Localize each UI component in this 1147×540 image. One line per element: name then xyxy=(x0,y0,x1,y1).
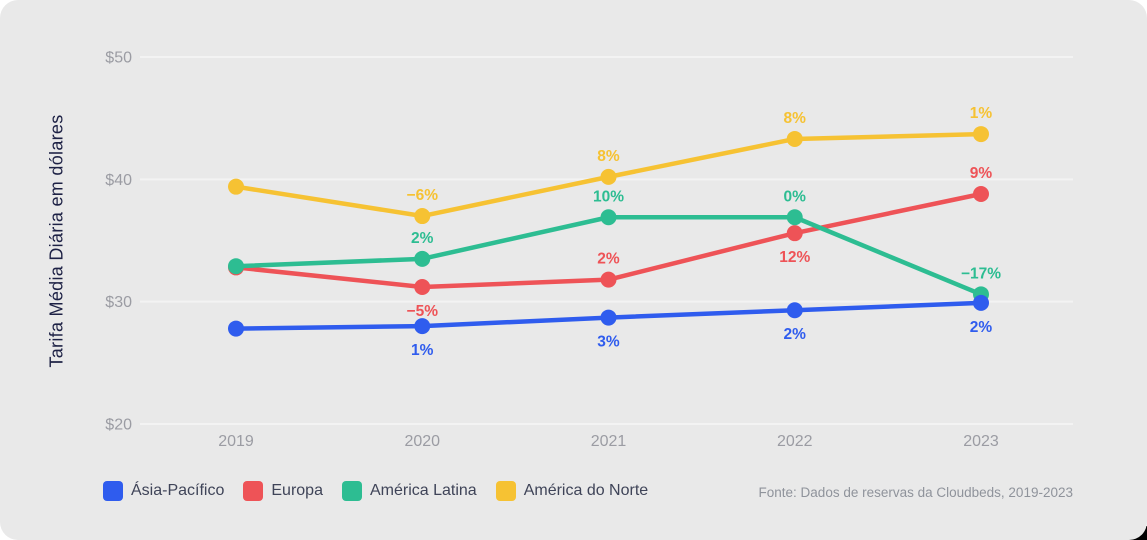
data-label: 2% xyxy=(970,319,993,336)
data-label: 1% xyxy=(411,342,434,359)
data-point xyxy=(414,278,431,295)
data-label: 9% xyxy=(970,165,993,182)
legend-label: América Latina xyxy=(369,482,477,499)
data-point xyxy=(600,271,617,288)
data-point xyxy=(973,294,989,311)
y-tick-label: $30 xyxy=(105,294,132,311)
data-point xyxy=(973,126,989,143)
data-label: 2% xyxy=(411,230,434,247)
data-point xyxy=(786,130,803,147)
legend-item: Ásia-Pacífico xyxy=(103,481,224,501)
legend-label: Ásia-Pacífico xyxy=(131,482,225,499)
data-label: 1% xyxy=(970,105,993,122)
data-point xyxy=(228,178,244,195)
legend-swatch xyxy=(243,481,264,501)
data-point xyxy=(600,168,617,185)
data-label: 8% xyxy=(597,148,620,165)
data-point xyxy=(600,309,617,326)
x-tick-label: 2020 xyxy=(404,433,440,450)
data-point xyxy=(786,209,803,226)
legend-item: Europa xyxy=(243,481,323,501)
y-axis-title: Tarifa Média Diária em dólares xyxy=(46,114,67,368)
data-label: −5% xyxy=(407,303,439,320)
x-tick-label: 2021 xyxy=(591,433,627,450)
legend-item: América Latina xyxy=(341,481,477,501)
data-point xyxy=(786,225,803,242)
data-label: 12% xyxy=(779,249,810,266)
legend-label: América do Norte xyxy=(523,482,649,499)
legend-swatch xyxy=(495,481,516,501)
data-label: 3% xyxy=(597,334,620,351)
data-label: −17% xyxy=(961,265,1001,282)
y-tick-label: $20 xyxy=(105,417,132,434)
data-point xyxy=(973,186,989,203)
data-point xyxy=(228,258,244,275)
legend-item: América do Norte xyxy=(495,481,649,501)
data-label: 10% xyxy=(593,188,624,205)
x-tick-label: 2023 xyxy=(963,433,999,450)
source-note: Fonte: Dados de reservas da Cloudbeds, 2… xyxy=(758,485,1073,500)
data-label: 2% xyxy=(597,251,620,268)
data-label: 8% xyxy=(784,110,807,127)
x-tick-label: 2022 xyxy=(777,433,813,450)
data-point xyxy=(600,209,617,226)
data-point xyxy=(414,318,431,335)
legend-swatch xyxy=(103,481,123,501)
legend: Ásia-Pacífico Europa América Latina América… xyxy=(103,481,648,501)
y-tick-label: $50 xyxy=(105,50,132,67)
y-tick-label: $40 xyxy=(105,172,132,189)
legend-swatch xyxy=(341,481,362,501)
x-tick-label: 2019 xyxy=(218,433,254,450)
data-point xyxy=(786,302,803,319)
data-label: −6% xyxy=(407,187,439,204)
legend-label: Europa xyxy=(271,482,323,499)
data-point xyxy=(414,250,431,267)
data-point xyxy=(414,208,431,225)
data-label: 0% xyxy=(784,188,807,205)
data-label: 2% xyxy=(784,326,807,343)
data-point xyxy=(228,320,244,337)
